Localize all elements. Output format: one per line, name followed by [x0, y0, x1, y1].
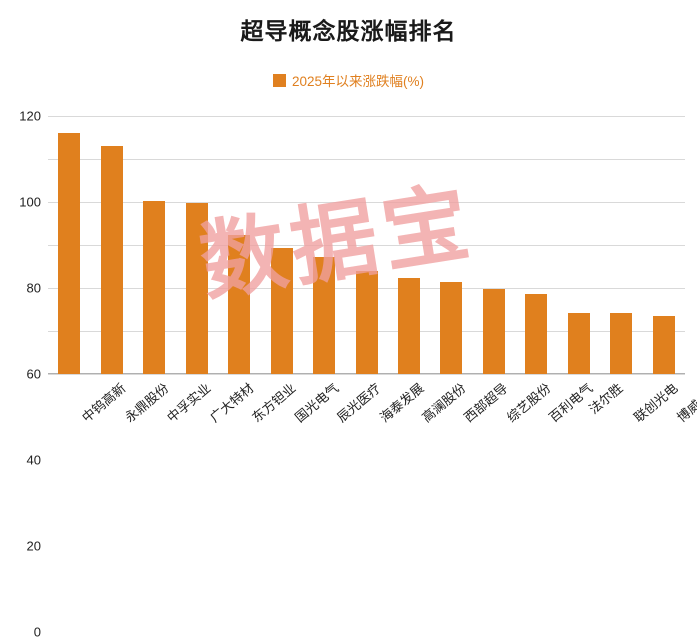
bar	[525, 294, 548, 374]
chart-container: 超导概念股涨幅排名 2025年以来涨跌幅(%) 0 20 40 60 80 100 120 …	[0, 18, 697, 640]
bar	[567, 312, 590, 374]
x-axis-tick-label: 中孚实业	[164, 380, 214, 426]
bar	[143, 200, 166, 374]
x-axis-tick-label: 联创光电	[631, 380, 681, 426]
chart-title: 超导概念股涨幅排名	[240, 18, 457, 44]
y-axis-tick-label: 40	[26, 452, 41, 468]
bar	[652, 315, 675, 374]
bar	[397, 278, 420, 374]
x-axis-tick-label: 海泰发展	[376, 380, 427, 426]
y-axis-tick-label: 120	[19, 108, 41, 124]
bar	[440, 281, 463, 374]
chart-legend: 2025年以来涨跌幅(%)	[0, 70, 697, 90]
bar-series	[48, 116, 685, 374]
bar	[270, 248, 293, 374]
gridline: 80	[27, 202, 685, 296]
bar	[355, 270, 378, 374]
legend-swatch-icon	[272, 73, 286, 87]
plot-area: 0 20 40 60 80 100 120	[19, 109, 685, 640]
x-axis-tick-label: 法尔胜	[585, 380, 626, 417]
x-axis-tick-label: 广大特材	[206, 380, 257, 426]
x-axis-tick-label: 中钨高新	[79, 380, 129, 426]
bar	[228, 235, 251, 374]
legend-item-label: 2025年以来涨跌幅(%)	[291, 74, 425, 89]
gridline: 100	[19, 159, 685, 210]
y-axis-tick-label: 0	[33, 624, 41, 640]
x-axis-tick-label: 东方钽业	[249, 380, 299, 426]
bar	[313, 256, 336, 374]
gridline: 60	[27, 245, 685, 382]
bar	[482, 289, 505, 374]
x-axis-tick-label: 辰光医疗	[334, 380, 384, 426]
gridline: 0	[34, 374, 685, 640]
y-axis-tick-label: 60	[26, 366, 41, 382]
x-axis-labels: 中钨高新 永鼎股份 中孚实业 广大特材 东方钽业 国光电气 辰光医疗 海泰发展 高澜股份 西部超导…	[48, 378, 697, 448]
x-axis-tick-label: 高澜股份	[419, 380, 469, 426]
y-axis-tick-label: 20	[26, 538, 41, 554]
x-axis-tick-label: 永鼎股份	[121, 380, 172, 426]
bar	[185, 203, 208, 374]
gridline: 120	[19, 109, 685, 124]
bar	[610, 312, 633, 374]
y-axis-tick-label: 80	[26, 280, 41, 296]
x-axis-tick-label: 综艺股份	[503, 380, 554, 426]
x-axis-tick-label: 西部超导	[461, 380, 512, 426]
bar	[100, 146, 123, 374]
x-axis-tick-label: 国光电气	[291, 380, 342, 426]
bar	[58, 133, 81, 374]
y-axis-tick-label: 100	[19, 194, 41, 210]
